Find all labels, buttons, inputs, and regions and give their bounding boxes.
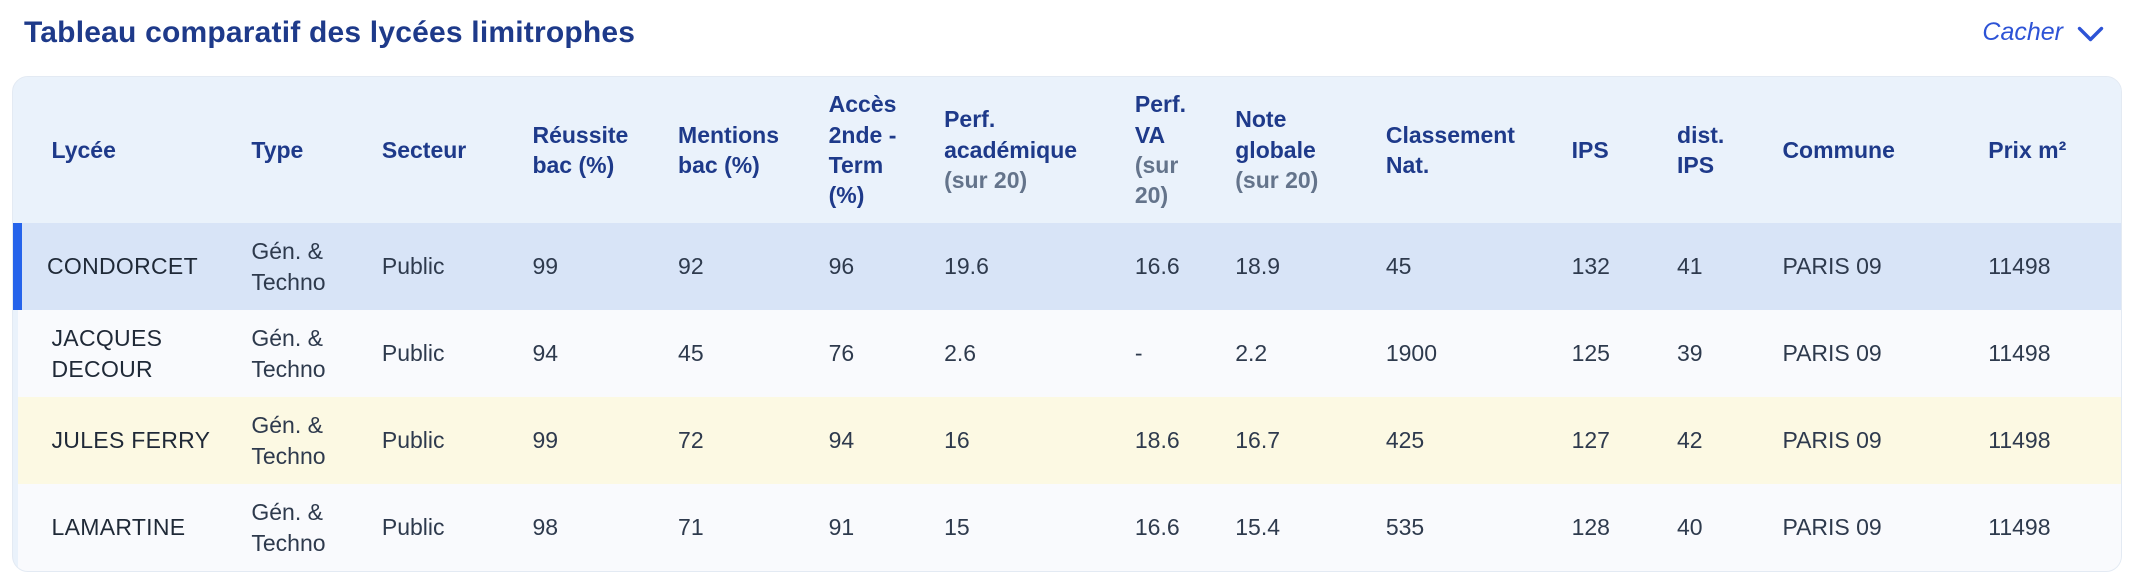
table-row-jules-ferry[interactable]: JULES FERRY Gén. & Techno Public 99 72 9…: [17, 397, 2121, 484]
cell-commune: PARIS 09: [1764, 223, 1971, 310]
cell-note-globale: 16.7: [1217, 397, 1368, 484]
cell-note-globale: 18.9: [1217, 223, 1368, 310]
cell-perf-academique: 15: [926, 484, 1117, 571]
cell-note-globale: 2.2: [1217, 310, 1368, 397]
column-header-mentions-bac: Mentions bac (%): [660, 77, 811, 223]
cell-perf-va: 18.6: [1116, 397, 1218, 484]
cell-secteur: Public: [363, 484, 515, 571]
hide-table-toggle-label: Cacher: [1982, 18, 2063, 46]
cell-lycee: LAMARTINE: [17, 484, 234, 571]
cell-dist-ips: 42: [1659, 397, 1765, 484]
cell-type: Gén. & Techno: [233, 310, 364, 397]
cell-classement-nat: 1900: [1367, 310, 1554, 397]
cell-mentions-bac: 71: [660, 484, 811, 571]
cell-dist-ips: 41: [1659, 223, 1765, 310]
column-header-note-globale: Note globale (sur 20): [1217, 77, 1368, 223]
cell-dist-ips: 39: [1659, 310, 1765, 397]
cell-ips: 128: [1553, 484, 1660, 571]
column-header-commune: Commune: [1764, 77, 1971, 223]
cell-dist-ips: 40: [1659, 484, 1765, 571]
column-header-perf-va: Perf. VA (sur 20): [1116, 77, 1218, 223]
cell-reussite-bac: 99: [514, 397, 661, 484]
cell-acces-2nde-term: 94: [810, 397, 927, 484]
cell-ips: 132: [1553, 223, 1660, 310]
column-header-classement-nat: Classement Nat.: [1367, 77, 1554, 223]
cell-perf-va: 16.6: [1116, 223, 1218, 310]
column-header-type: Type: [233, 77, 364, 223]
column-header-secteur: Secteur: [363, 77, 515, 223]
cell-type: Gén. & Techno: [233, 397, 364, 484]
cell-secteur: Public: [363, 397, 515, 484]
chevron-down-icon: [2077, 23, 2104, 43]
hide-table-toggle[interactable]: Cacher: [1982, 18, 2104, 47]
column-header-dist-ips: dist. IPS: [1659, 77, 1765, 223]
cell-commune: PARIS 09: [1764, 484, 1971, 571]
cell-ips: 127: [1553, 397, 1660, 484]
cell-commune: PARIS 09: [1764, 310, 1971, 397]
column-header-lycee: Lycée: [17, 77, 234, 223]
cell-prix-m2: 11498: [1970, 397, 2121, 484]
cell-acces-2nde-term: 76: [810, 310, 927, 397]
cell-reussite-bac: 98: [514, 484, 661, 571]
cell-perf-academique: 2.6: [926, 310, 1117, 397]
cell-perf-academique: 19.6: [926, 223, 1117, 310]
cell-classement-nat: 45: [1367, 223, 1554, 310]
header-row: Lycée Type Secteur Réussite bac (%) Ment…: [17, 77, 2121, 223]
cell-prix-m2: 11498: [1970, 310, 2121, 397]
cell-acces-2nde-term: 96: [810, 223, 927, 310]
topbar: Tableau comparatif des lycées limitrophe…: [0, 0, 2152, 76]
page-title: Tableau comparatif des lycées limitrophe…: [24, 16, 636, 49]
table-row-jacques-decour[interactable]: JACQUES DECOUR Gén. & Techno Public 94 4…: [17, 310, 2121, 397]
column-header-prix-m2: Prix m²: [1970, 77, 2121, 223]
column-header-perf-academique: Perf. académique (sur 20): [926, 77, 1117, 223]
cell-secteur: Public: [363, 310, 515, 397]
cell-mentions-bac: 45: [660, 310, 811, 397]
cell-ips: 125: [1553, 310, 1660, 397]
cell-classement-nat: 425: [1367, 397, 1554, 484]
cell-secteur: Public: [363, 223, 515, 310]
cell-classement-nat: 535: [1367, 484, 1554, 571]
cell-mentions-bac: 92: [660, 223, 811, 310]
lycees-comparison-table: Lycée Type Secteur Réussite bac (%) Ment…: [13, 77, 2121, 571]
cell-commune: PARIS 09: [1764, 397, 1971, 484]
cell-note-globale: 15.4: [1217, 484, 1368, 571]
cell-type: Gén. & Techno: [233, 223, 364, 310]
cell-acces-2nde-term: 91: [810, 484, 927, 571]
cell-lycee: JULES FERRY: [17, 397, 234, 484]
cell-lycee: JACQUES DECOUR: [17, 310, 234, 397]
cell-prix-m2: 11498: [1970, 223, 2121, 310]
cell-perf-academique: 16: [926, 397, 1117, 484]
cell-perf-va: -: [1116, 310, 1218, 397]
cell-mentions-bac: 72: [660, 397, 811, 484]
lycees-comparison-card: Lycée Type Secteur Réussite bac (%) Ment…: [12, 76, 2122, 572]
table-row-condorcet[interactable]: CONDORCET Gén. & Techno Public 99 92 96 …: [13, 223, 2121, 310]
cell-perf-va: 16.6: [1116, 484, 1218, 571]
cell-reussite-bac: 99: [514, 223, 661, 310]
cell-type: Gén. & Techno: [233, 484, 364, 571]
column-header-acces-2nde-term: Accès 2nde - Term (%): [810, 77, 927, 223]
table-row-lamartine[interactable]: LAMARTINE Gén. & Techno Public 98 71 91 …: [17, 484, 2121, 571]
cell-lycee: CONDORCET: [13, 223, 234, 310]
cell-reussite-bac: 94: [514, 310, 661, 397]
cell-prix-m2: 11498: [1970, 484, 2121, 571]
column-header-ips: IPS: [1553, 77, 1660, 223]
column-header-reussite-bac: Réussite bac (%): [514, 77, 661, 223]
